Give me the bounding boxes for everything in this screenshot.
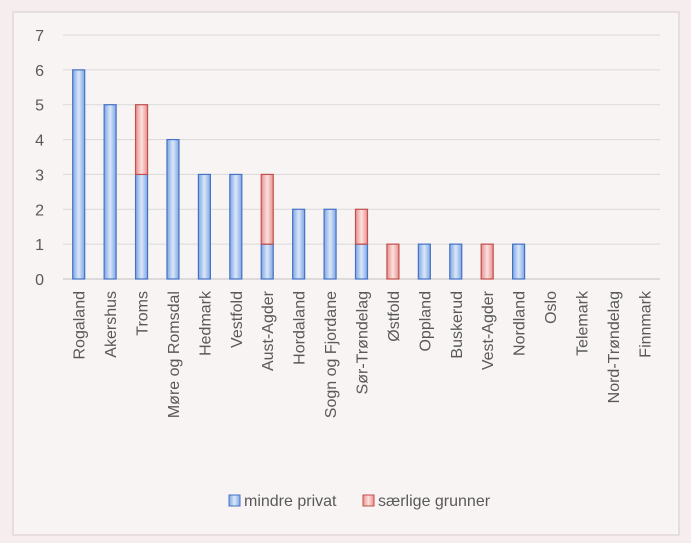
bar-saerlige-grunner — [480, 243, 494, 280]
x-tick-label: Vest-Agder — [480, 290, 497, 370]
x-tick-label: Aust-Agder — [260, 290, 277, 371]
bar-mindre-privat — [417, 243, 431, 280]
bar-mindre-privat — [292, 208, 306, 280]
bar-mindre-privat — [197, 173, 211, 280]
x-tick-label: Akershus — [103, 291, 120, 358]
bar-mindre-privat — [512, 243, 526, 280]
bar-mindre-privat — [103, 104, 117, 280]
x-tick-label: Nordland — [512, 291, 529, 356]
x-tick-label: Buskerud — [449, 291, 466, 359]
y-tick-label: 1 — [35, 237, 44, 254]
x-tick-label: Oppland — [417, 291, 434, 352]
y-tick-label: 5 — [35, 98, 44, 115]
x-tick-label: Sør-Trøndelag — [355, 291, 372, 394]
x-tick-label: Møre og Romsdal — [166, 291, 183, 418]
bar-mindre-privat — [229, 173, 243, 280]
x-tick-label: Rogaland — [72, 291, 89, 360]
chart-frame — [12, 11, 680, 536]
x-tick-label: Hedmark — [197, 290, 214, 356]
legend-swatch — [362, 494, 375, 507]
x-tick-label: Finnmark — [637, 290, 654, 358]
bar-mindre-privat — [323, 208, 337, 280]
y-tick-label: 2 — [35, 202, 44, 219]
bar-mindre-privat — [449, 243, 463, 280]
bar-mindre-privat — [354, 243, 369, 280]
x-tick-label: Telemark — [574, 290, 591, 356]
x-tick-label: Oslo — [543, 291, 560, 324]
legend-label: mindre privat — [244, 493, 337, 510]
x-tick-label: Troms — [135, 291, 152, 336]
x-tick-label: Hordaland — [292, 291, 309, 365]
bar-mindre-privat — [72, 69, 86, 280]
bar-mindre-privat — [166, 138, 180, 280]
x-tick-label: Nord-Trøndelag — [606, 291, 623, 403]
bar-saerlige-grunner — [134, 104, 149, 176]
y-tick-label: 0 — [35, 272, 44, 289]
x-tick-label: Sogn og Fjordane — [323, 291, 340, 418]
bar-mindre-privat — [260, 243, 274, 280]
legend-swatch — [228, 494, 241, 507]
bar-mindre-privat — [134, 173, 149, 280]
bar-saerlige-grunner — [386, 243, 400, 280]
y-tick-label: 3 — [35, 167, 44, 184]
y-tick-label: 4 — [35, 133, 44, 150]
x-tick-label: Vestfold — [229, 291, 246, 348]
y-tick-label: 6 — [35, 63, 44, 80]
x-tick-label: Østfold — [386, 291, 403, 342]
bar-saerlige-grunner — [260, 173, 274, 245]
y-tick-label: 7 — [35, 28, 44, 45]
bar-saerlige-grunner — [354, 208, 369, 245]
legend-label: særlige grunner — [378, 493, 491, 510]
